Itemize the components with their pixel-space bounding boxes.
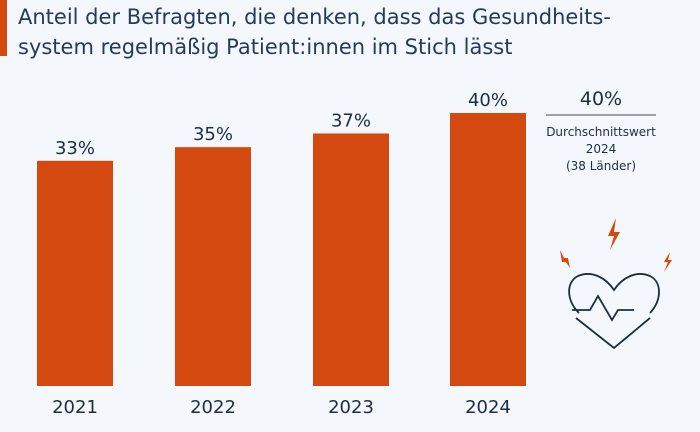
bar-2023 [313, 133, 389, 386]
x-tick-label: 2021 [52, 397, 98, 418]
average-label: Durchschnittswert [546, 125, 656, 139]
bar-2021 [37, 160, 113, 386]
data-label: 40% [468, 90, 508, 111]
bar-2022 [175, 147, 251, 386]
average-panel: 40% Durchschnittswert 2024 (38 Länder) [546, 86, 656, 175]
data-label: 35% [193, 124, 233, 145]
bar-2024 [450, 113, 526, 386]
chart-title: Anteil der Befragten, die denken, dass d… [18, 2, 688, 62]
title-accent-bar [0, 0, 7, 56]
x-tick-label: 2023 [328, 397, 374, 418]
divider [546, 114, 656, 116]
average-value: 40% [579, 88, 623, 110]
data-label: 33% [55, 138, 95, 159]
title-line-2: system regelmäßig Patient:innen im Stich… [18, 35, 513, 59]
x-tick-label: 2024 [465, 397, 511, 418]
average-countries: (38 Länder) [565, 159, 637, 173]
x-tick-label: 2022 [190, 397, 236, 418]
lightning-icon [560, 218, 672, 272]
average-year: 2024 [585, 142, 617, 156]
data-label: 37% [331, 110, 371, 131]
title-line-1: Anteil der Befragten, die denken, dass d… [18, 5, 611, 29]
